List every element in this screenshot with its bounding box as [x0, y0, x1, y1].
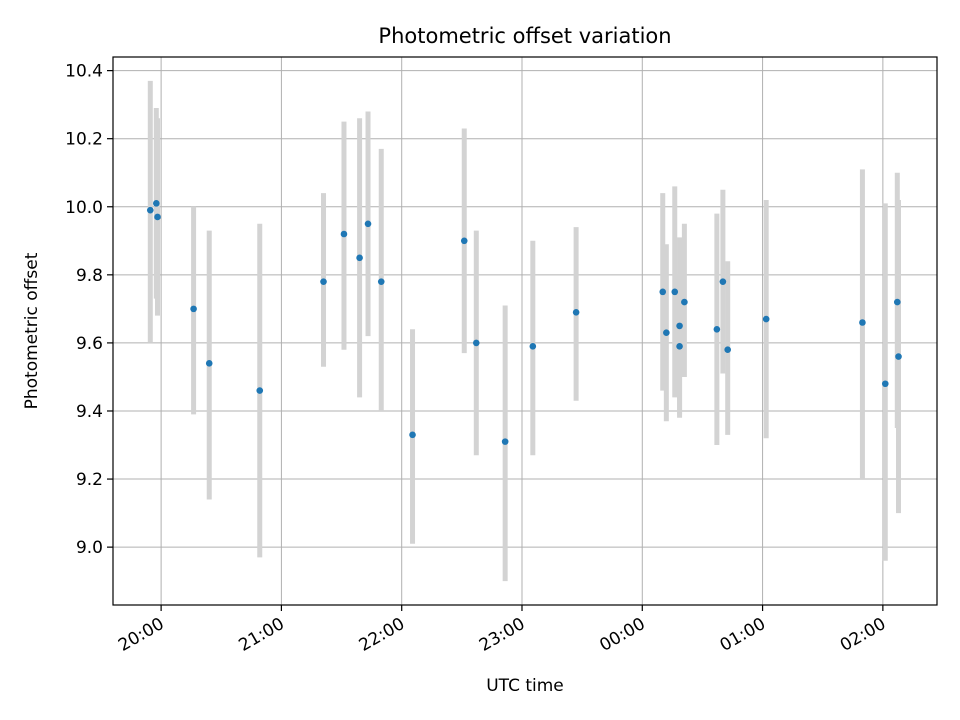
- data-point: [154, 213, 161, 221]
- data-point: [762, 315, 770, 323]
- data-point: [340, 230, 348, 238]
- x-axis-label: UTC time: [486, 676, 564, 696]
- data-point: [895, 353, 902, 360]
- data-point: [713, 325, 721, 333]
- data-point: [659, 288, 667, 296]
- data-point: [859, 319, 866, 326]
- data-point: [377, 278, 385, 285]
- y-tick-label: 10.4: [65, 62, 103, 82]
- data-point: [146, 206, 154, 214]
- data-point: [681, 298, 688, 306]
- chart-title: Photometric offset variation: [378, 24, 671, 48]
- data-point: [460, 237, 468, 245]
- data-point: [356, 254, 363, 262]
- data-point: [894, 298, 901, 306]
- data-point: [501, 438, 509, 445]
- data-point: [724, 346, 731, 354]
- y-axis: 9.0 9.2 9.4 9.6 9.8 10.0 10.2 10.4: [65, 62, 113, 558]
- data-point: [320, 278, 327, 285]
- data-point: [719, 278, 727, 285]
- data-point: [676, 343, 683, 350]
- data-point: [190, 305, 197, 313]
- data-points: [146, 200, 902, 445]
- data-point: [472, 339, 480, 347]
- data-point: [881, 380, 889, 388]
- data-point: [364, 220, 372, 228]
- y-tick-label: 9.8: [76, 266, 103, 286]
- data-point: [153, 200, 160, 207]
- data-point: [256, 387, 264, 394]
- y-tick-label: 9.6: [76, 334, 103, 354]
- y-tick-label: 9.4: [76, 402, 103, 422]
- data-point: [671, 288, 679, 296]
- y-tick-label: 10.2: [65, 130, 103, 150]
- grid: [113, 57, 937, 605]
- data-point: [409, 431, 416, 439]
- y-axis-label: Photometric offset: [22, 252, 42, 409]
- y-tick-label: 9.2: [76, 470, 103, 490]
- data-point: [529, 343, 537, 350]
- data-point: [663, 329, 670, 337]
- data-point: [572, 308, 580, 316]
- plot-frame: [112, 56, 938, 606]
- y-tick-label: 9.0: [76, 538, 103, 558]
- data-point: [676, 322, 683, 330]
- y-tick-label: 10.0: [65, 198, 103, 218]
- data-point: [205, 360, 213, 367]
